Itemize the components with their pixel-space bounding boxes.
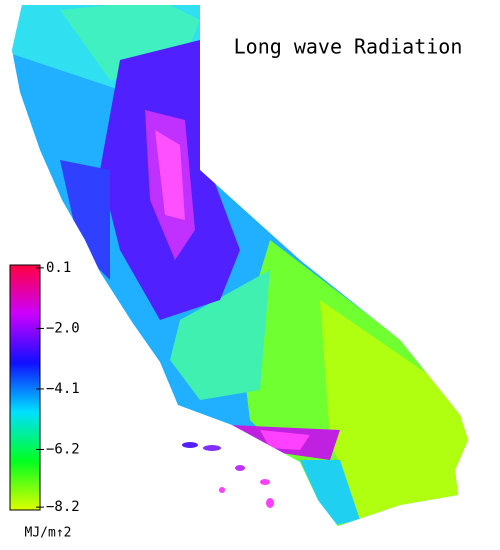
tick-label: 0.1 (46, 260, 71, 276)
colorbar (9, 264, 41, 511)
tick-label: −2.0 (46, 320, 80, 336)
islands (182, 442, 274, 508)
tick-label: −6.2 (46, 441, 80, 457)
map-title: Long wave Radiation (234, 35, 463, 59)
colorbar-ticks: 0.1 −2.0 −4.1 −6.2 −8.2 (36, 260, 80, 515)
colorbar-unit: MJ/m↑2 (25, 526, 72, 541)
tick-label: −4.1 (46, 381, 80, 397)
tick-label: −8.2 (46, 499, 80, 515)
